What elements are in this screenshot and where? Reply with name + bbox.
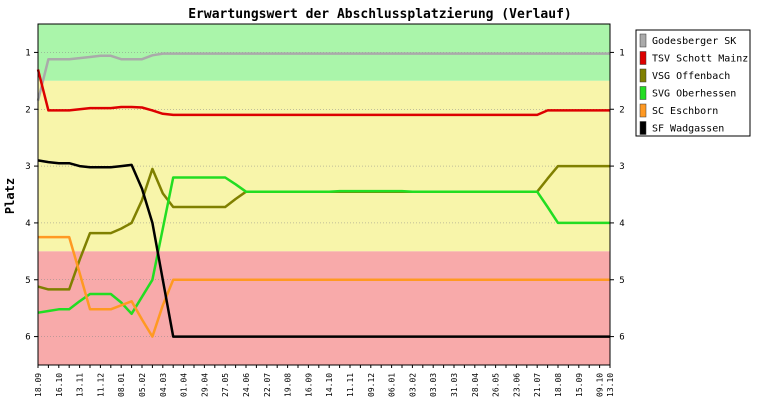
x-tick-label: 26.05 — [492, 373, 501, 397]
y-tick-label-right: 2 — [619, 105, 624, 115]
y-tick-label-right: 1 — [619, 48, 624, 58]
x-tick-label: 09.12 — [367, 373, 376, 397]
x-tick-label: 18.09 — [34, 373, 43, 397]
legend-label-3: SVG Oberhessen — [652, 89, 736, 100]
legend-box — [635, 29, 751, 137]
x-tick-label: 13.10 — [606, 373, 615, 397]
y-tick-label-right: 5 — [619, 276, 624, 286]
y-axis-left: 1 2 3 4 5 6 — [25, 48, 38, 343]
x-tick-label: 18.08 — [554, 373, 563, 397]
legend-label-0: Godesberger SK — [652, 36, 736, 47]
series-line-0 — [36, 52, 610, 102]
x-tick-label: 09.10 — [596, 373, 605, 397]
legend-label-1: TSV Schott Mainz — [652, 54, 748, 65]
x-tick-label: 06.01 — [388, 373, 397, 397]
x-tick-label: 14.10 — [325, 373, 334, 397]
x-tick-label: 05.02 — [138, 373, 147, 397]
legend-swatch-0 — [639, 33, 647, 48]
x-tick-label: 03.03 — [429, 373, 438, 397]
legend-swatch-3 — [639, 86, 647, 100]
legend-swatch-1 — [639, 51, 647, 65]
y-tick-label-left: 2 — [25, 105, 30, 115]
y-tick-label-left: 1 — [25, 48, 30, 58]
y-tick-label-right: 4 — [619, 219, 624, 229]
y-axis-right: 1 2 3 4 5 6 — [610, 48, 625, 343]
x-tick-label: 11.12 — [96, 373, 105, 397]
y-axis-label: Platz — [3, 178, 17, 214]
x-tick-label: 28.04 — [471, 373, 480, 397]
chart-title: Erwartungswert der Abschlussplatzierung … — [188, 7, 572, 22]
x-tick-label: 24.06 — [242, 373, 251, 397]
legend-swatch-4 — [639, 103, 647, 118]
band-2 — [38, 251, 610, 365]
series-line-4 — [38, 235, 610, 338]
x-tick-label: 31.03 — [450, 373, 459, 397]
y-tick-label-left: 6 — [25, 333, 30, 343]
x-tick-label: 16.09 — [304, 373, 313, 397]
y-tick-label-right: 3 — [619, 162, 624, 172]
x-tick-label: 23.06 — [512, 373, 521, 397]
x-tick-label: 15.09 — [575, 373, 584, 397]
x-tick-label: 19.08 — [284, 373, 293, 397]
y-tick-label-left: 4 — [25, 219, 30, 229]
plot-bands — [38, 24, 610, 365]
series-line-1 — [36, 69, 610, 117]
x-tick-label: 29.04 — [200, 373, 209, 397]
series-lines — [36, 52, 610, 338]
x-tick-label: 27.05 — [221, 373, 230, 397]
x-tick-label: 11.11 — [346, 373, 355, 397]
x-tick-label: 03.02 — [408, 373, 417, 397]
legend-swatch-2 — [639, 68, 647, 83]
x-tick-label: 16.10 — [55, 373, 64, 397]
x-tick-label: 08.01 — [117, 373, 126, 397]
y-tick-label-right: 6 — [619, 333, 624, 343]
plot-frame — [37, 23, 611, 366]
x-axis: 18.09 16.10 13.11 11.12 08.01 05.02 04.03 01.04… — [34, 365, 615, 397]
x-tick-label: 21.07 — [533, 373, 542, 397]
legend-swatch-5 — [639, 121, 647, 135]
x-tick-label: 13.11 — [76, 373, 85, 397]
series-line-3 — [37, 176, 610, 316]
legend-label-2: VSG Offenbach — [652, 71, 730, 82]
legend: Godesberger SK TSV Schott Mainz VSG Offenb… — [635, 29, 751, 137]
x-tick-label: 01.04 — [180, 373, 189, 397]
y-tick-label-left: 5 — [25, 276, 30, 286]
x-tick-label: 22.07 — [263, 373, 272, 397]
x-tick-label: 04.03 — [159, 373, 168, 397]
series-line-5 — [37, 159, 610, 338]
legend-label-4: SC Eschborn — [652, 106, 718, 117]
legend-label-5: SF Wadgassen — [652, 124, 724, 135]
y-tick-label-left: 3 — [25, 162, 30, 172]
